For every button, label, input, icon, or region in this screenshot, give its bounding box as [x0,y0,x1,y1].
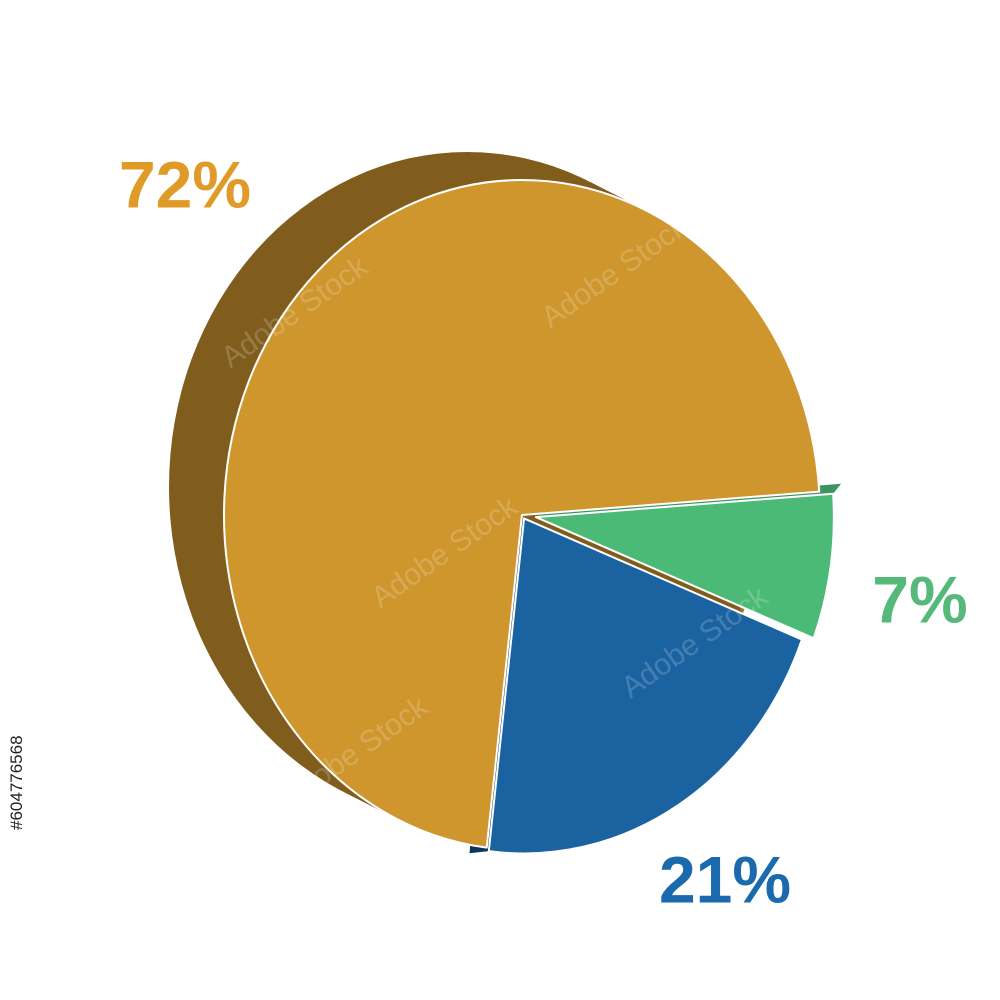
value-label: 21% [659,842,791,916]
pie-slice [223,179,821,849]
pie-slice [534,492,835,640]
value-label: 72% [119,147,251,221]
value-label: 7% [872,562,967,636]
pie-slice [487,517,803,855]
stock-id: #604776568 [7,735,26,830]
